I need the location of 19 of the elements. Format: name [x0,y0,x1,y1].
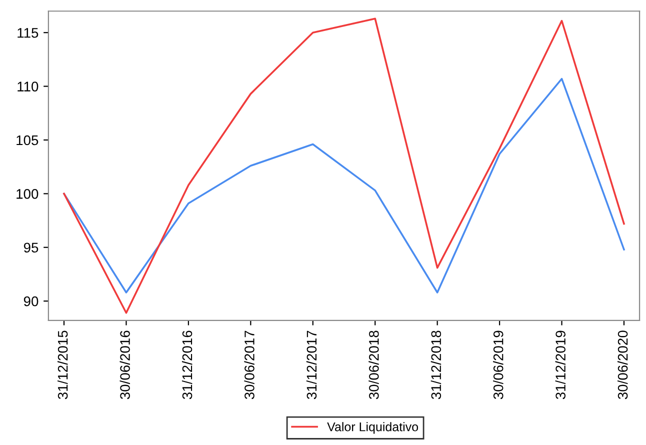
x-tick-label: 30/06/2016 [120,330,130,400]
x-tick-label: 31/12/2017 [306,330,317,400]
y-tick-label: 110 [18,82,38,92]
x-tick-label: 30/06/2017 [244,330,254,400]
x-tick-label: 30/06/2019 [493,330,504,400]
x-tick-label: 31/12/2015 [58,330,68,400]
legend-label: Valor Liquidativo [327,422,418,434]
x-tick-label: 30/06/2020 [618,330,628,400]
line-series [63,78,625,294]
x-tick-label: 31/12/2019 [555,330,566,400]
x-tick-label: 30/06/2018 [368,330,379,400]
y-tick-label: 90 [24,296,38,306]
x-tick-label: 31/12/2018 [430,330,442,400]
y-tick-label: 100 [16,189,38,199]
y-tick-label: 105 [16,135,38,146]
y-tick-label: 95 [24,242,38,253]
line-series [63,18,625,314]
y-tick-label: 115 [18,28,38,38]
x-tick-label: 31/12/2016 [182,330,192,400]
